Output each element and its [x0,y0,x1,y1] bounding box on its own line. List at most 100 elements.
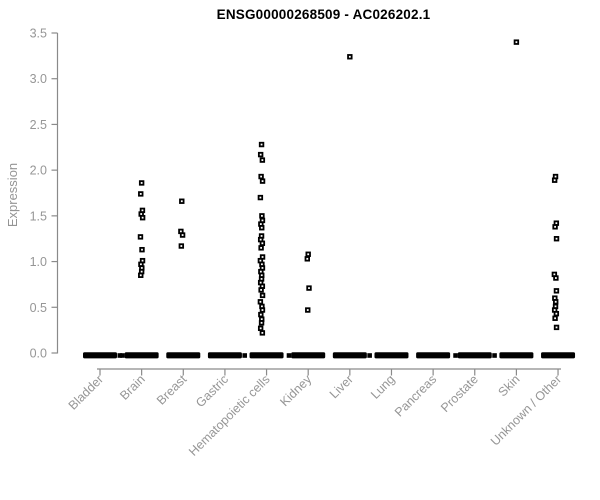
data-point-center [261,263,263,266]
data-point-center [261,256,264,258]
zero-cluster-outlier [120,353,125,358]
data-point-center [554,175,557,178]
data-point-center [141,248,143,251]
x-tick-label: Lung [368,372,398,402]
zero-cluster [457,352,492,359]
zero-cluster [416,352,451,359]
x-tick-label: Prostate [438,372,481,415]
data-point-center [261,180,264,183]
data-point-center [261,242,264,245]
data-point-center [555,289,558,292]
y-tick-label: 3.5 [30,27,47,41]
data-point-center [260,226,263,229]
data-point-center [261,294,264,297]
data-point-center [261,331,264,334]
zero-cluster [207,352,242,359]
zero-cluster [83,352,117,359]
data-point-center [554,300,557,303]
data-point-center [261,214,263,217]
data-point-center [181,234,184,236]
data-point-center [180,245,183,247]
zero-cluster [166,352,201,359]
zero-cluster [374,352,409,359]
data-point-center [180,200,183,203]
y-tick-label: 0.5 [30,301,47,315]
x-tick-label: Gastric [193,372,231,410]
data-point-center [260,235,263,237]
data-point-center [260,278,263,280]
data-point-center [554,225,556,228]
data-point-center [179,230,182,233]
data-point-center [141,259,144,262]
y-tick-label: 3.0 [30,72,47,86]
data-point-center [555,222,558,225]
data-point-center [140,263,142,266]
data-point-center [261,305,263,308]
y-tick-label: 1.5 [30,209,47,223]
data-point-center [554,305,557,308]
zero-cluster-outlier [286,353,292,358]
zero-cluster-outlier [367,353,372,358]
data-point-center [140,213,143,215]
data-point-center [555,326,558,329]
data-point-center [553,273,556,276]
zero-cluster [291,352,326,359]
data-point-center [259,270,262,273]
zero-cluster-outlier [453,353,458,358]
data-point-center [348,55,351,58]
data-point-center [553,309,556,311]
x-tick-label: Pancreas [392,372,439,419]
data-point-center [555,277,557,279]
data-point-center [259,313,262,316]
y-tick-label: 2.5 [30,118,47,132]
data-point-center [140,267,143,269]
zero-cluster-outlier [242,353,248,358]
data-point-center [553,297,556,300]
data-point-center [139,193,142,195]
data-point-center [261,267,264,269]
data-point-center [141,209,144,212]
data-point-center [515,41,518,44]
data-point-center [261,159,264,161]
x-tick-label: Breast [154,372,190,408]
data-point-center [308,287,310,289]
data-point-center [307,253,310,256]
data-point-center [259,196,262,199]
data-point-center [259,223,262,225]
data-point-center [259,327,262,330]
y-axis-label: Expression [5,162,20,228]
x-tick-label: Brain [117,372,148,403]
data-point-center [139,235,142,238]
data-point-center [261,219,264,222]
x-tick-label: Skin [495,372,522,399]
data-point-center [555,312,558,315]
data-point-center [261,309,264,311]
zero-cluster-outlier [117,353,123,358]
data-point-center [260,318,263,321]
data-point-center [259,238,262,241]
data-point-center [259,281,262,284]
y-tick-label: 0.0 [30,347,47,361]
data-point-center [554,317,556,320]
data-point-center [140,270,143,273]
x-tick-label: Unknown / Other [488,372,564,448]
data-point-center [260,246,263,249]
data-point-center [260,289,263,291]
zero-cluster [124,352,159,359]
data-point-center [555,237,558,240]
data-point-center [259,259,262,262]
data-point-center [260,274,263,277]
data-point-center [260,175,263,178]
zero-cluster-outlier [492,353,497,358]
x-tick-label: Bladder [66,372,106,412]
data-point-center [259,153,262,156]
y-tick-label: 2.0 [30,164,47,178]
x-tick-label: Liver [327,372,356,401]
data-point-center [260,143,263,146]
data-point-center [141,216,144,219]
data-point-center [306,257,309,260]
data-point-center [306,309,309,311]
data-point-center [553,179,556,182]
